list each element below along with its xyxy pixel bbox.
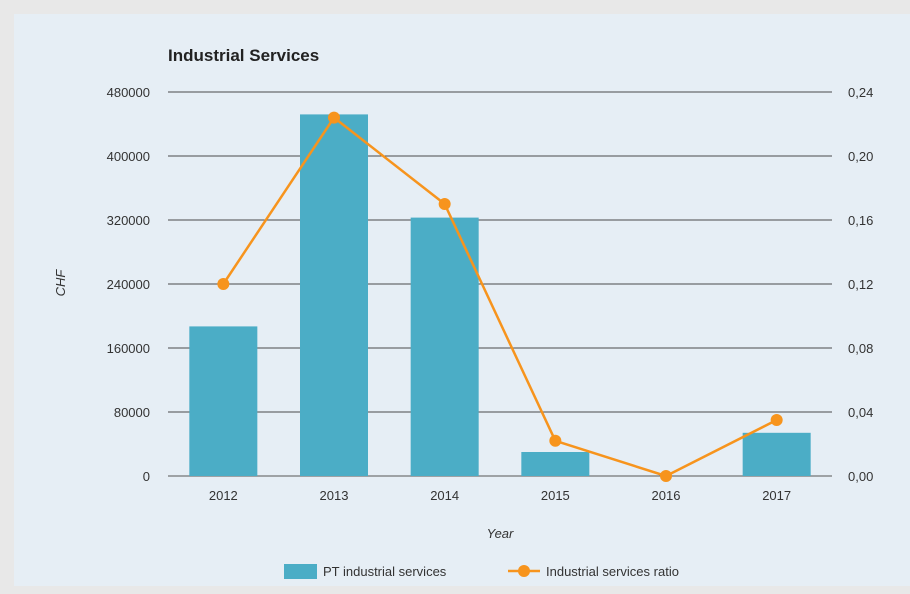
y-axis-right: 0,00 0,04 0,08 0,12 0,16 0,20 0,24	[848, 85, 873, 484]
y2-tick-label: 0,08	[848, 341, 873, 356]
ratio-point	[660, 470, 672, 482]
x-tick-label: 2015	[541, 488, 570, 503]
ratio-line	[222, 116, 778, 478]
legend-swatch-bar	[284, 564, 317, 579]
y-tick-label: 240000	[107, 277, 150, 292]
chart-title: Industrial Services	[168, 46, 319, 65]
ratio-point	[217, 278, 230, 290]
y2-tick-label: 0,24	[848, 85, 873, 100]
x-tick-label: 2013	[320, 488, 349, 503]
x-tick-label: 2016	[652, 488, 681, 503]
bar	[189, 326, 258, 476]
y-tick-label: 320000	[107, 213, 150, 228]
bottom-strip	[0, 586, 910, 594]
ratio-point	[438, 198, 451, 210]
y-axis-title: CHF	[53, 269, 68, 297]
bar	[410, 217, 479, 476]
y2-tick-label: 0,12	[848, 277, 873, 292]
ratio-point	[328, 111, 340, 124]
legend: PT industrial services Industrial service…	[284, 564, 679, 579]
y2-tick-label: 0,20	[848, 149, 873, 164]
gridlines	[168, 91, 832, 477]
bar-series	[189, 114, 811, 477]
x-axis-title: Year	[487, 526, 514, 541]
legend-swatch-marker	[518, 565, 530, 577]
bar	[300, 114, 368, 477]
ratio-point	[549, 434, 562, 447]
y-axis-left: 0 80000 160000 240000 320000 400000 480000	[107, 85, 150, 484]
x-tick-label: 2017	[762, 488, 791, 503]
y-tick-label: 0	[143, 469, 150, 484]
x-tick-label: 2014	[430, 488, 459, 503]
legend-label-bar: PT industrial services	[323, 564, 447, 579]
y2-tick-label: 0,16	[848, 213, 873, 228]
bar	[521, 452, 590, 476]
y-tick-label: 400000	[107, 149, 150, 164]
y2-tick-label: 0,00	[848, 469, 873, 484]
line-series	[217, 111, 783, 482]
x-tick-label: 2012	[209, 488, 238, 503]
legend-label-line: Industrial services ratio	[546, 564, 679, 579]
bar	[742, 432, 811, 476]
y-tick-label: 160000	[107, 341, 150, 356]
y-tick-label: 80000	[114, 405, 150, 420]
y-tick-label: 480000	[107, 85, 150, 100]
x-axis: 2012 2013 2014 2015 2016 2017	[209, 488, 791, 503]
ratio-point	[770, 414, 783, 426]
y2-tick-label: 0,04	[848, 405, 873, 420]
